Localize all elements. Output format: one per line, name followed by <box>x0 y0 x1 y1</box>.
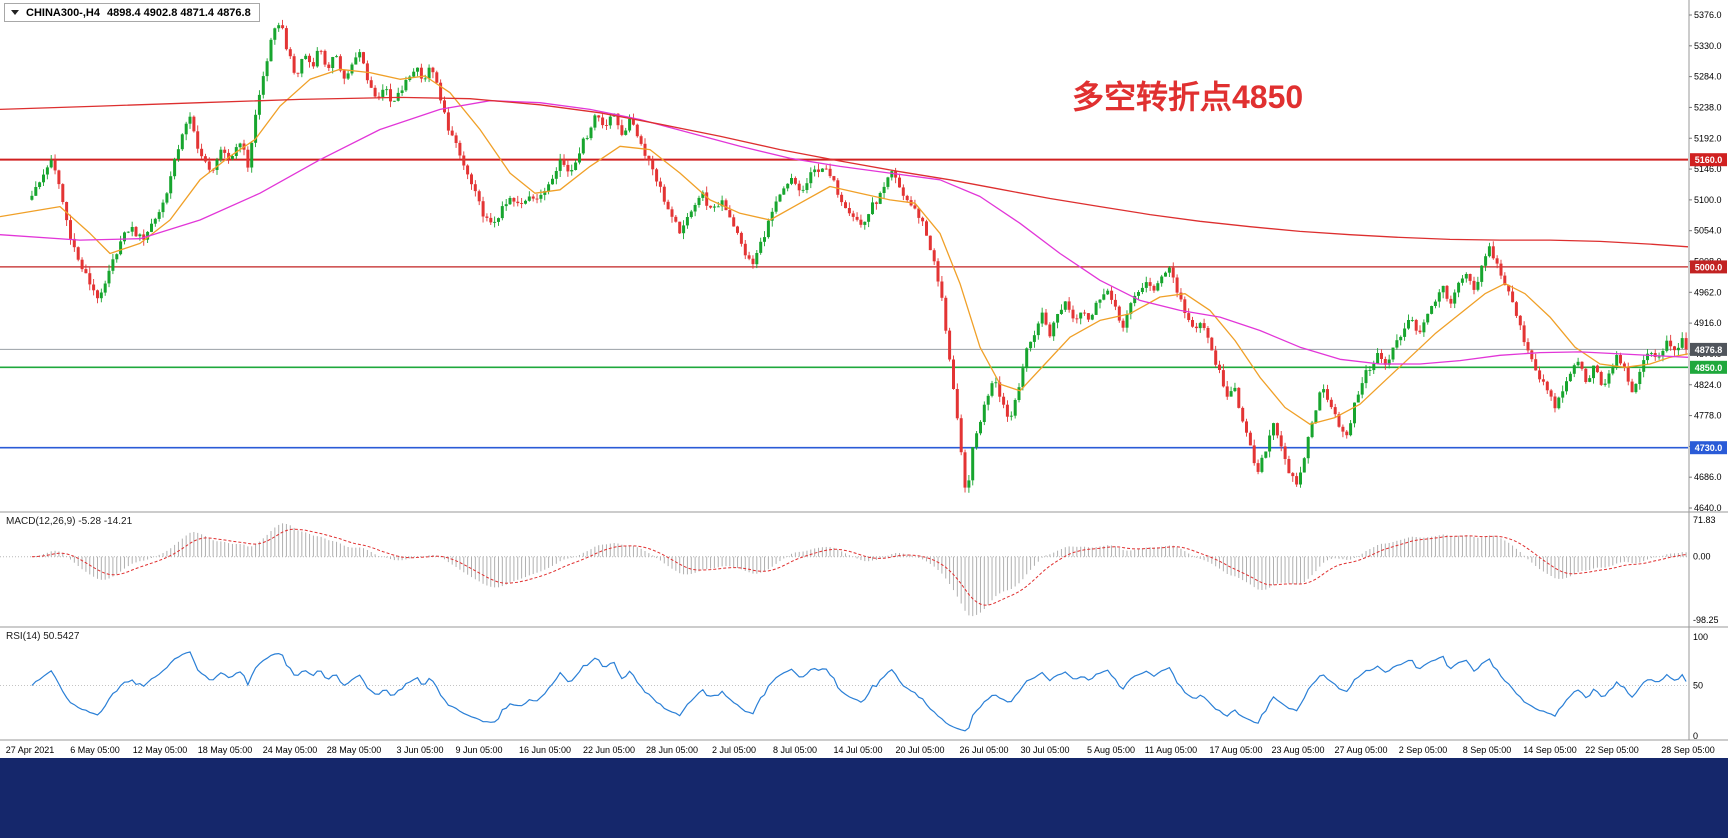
svg-text:22 Sep 05:00: 22 Sep 05:00 <box>1585 745 1639 755</box>
symbol-ohlc-values: 4898.4 4902.8 4871.4 4876.8 <box>106 6 251 19</box>
svg-text:23 Aug 05:00: 23 Aug 05:00 <box>1271 745 1324 755</box>
svg-text:11 Aug 05:00: 11 Aug 05:00 <box>1145 745 1197 755</box>
rsi-indicator-label: RSI(14) 50.5427 <box>6 631 80 642</box>
svg-text:27 Apr 2021: 27 Apr 2021 <box>6 745 55 755</box>
svg-text:5192.0: 5192.0 <box>1694 133 1722 143</box>
macd-indicator-label: MACD(12,26,9) -5.28 -14.21 <box>6 516 133 527</box>
svg-text:0.00: 0.00 <box>1693 552 1711 562</box>
svg-text:6 May 05:00: 6 May 05:00 <box>70 745 120 755</box>
svg-text:5146.0: 5146.0 <box>1694 164 1722 174</box>
svg-text:5238.0: 5238.0 <box>1694 102 1722 112</box>
svg-text:5100.0: 5100.0 <box>1694 195 1722 205</box>
svg-text:16 Jun 05:00: 16 Jun 05:00 <box>519 745 571 755</box>
svg-text:30 Jul 05:00: 30 Jul 05:00 <box>1020 745 1069 755</box>
svg-text:4778.0: 4778.0 <box>1694 411 1722 421</box>
panel-separators <box>0 0 1728 741</box>
svg-text:5376.0: 5376.0 <box>1694 10 1722 20</box>
chart-canvas[interactable]: 5376.0 5330.0 5284.0 5238.0 5192.0 5146.0 5100… <box>0 0 1728 758</box>
svg-text:50: 50 <box>1693 681 1703 691</box>
svg-text:4686.0: 4686.0 <box>1694 472 1722 482</box>
svg-text:5330.0: 5330.0 <box>1694 41 1722 51</box>
svg-text:9 Jun 05:00: 9 Jun 05:00 <box>455 745 502 755</box>
svg-text:24 May 05:00: 24 May 05:00 <box>263 745 318 755</box>
svg-text:4962.0: 4962.0 <box>1694 287 1722 297</box>
svg-text:28 May 05:00: 28 May 05:00 <box>327 745 382 755</box>
svg-text:4850.0: 4850.0 <box>1695 363 1723 373</box>
horizontal-level-lines <box>0 158 1688 449</box>
svg-text:71.83: 71.83 <box>1693 515 1716 525</box>
svg-text:14 Sep 05:00: 14 Sep 05:00 <box>1523 745 1577 755</box>
symbol-name: CHINA300-,H4 <box>26 6 100 19</box>
bottom-panel <box>0 758 1728 838</box>
rsi-panel: 100 50 0 <box>0 632 1708 741</box>
svg-text:5054.0: 5054.0 <box>1694 226 1722 236</box>
svg-text:8 Jul 05:00: 8 Jul 05:00 <box>773 745 817 755</box>
svg-text:27 Aug 05:00: 27 Aug 05:00 <box>1334 745 1387 755</box>
svg-text:3 Jun 05:00: 3 Jun 05:00 <box>396 745 443 755</box>
svg-text:4640.0: 4640.0 <box>1694 503 1722 513</box>
candlestick-series <box>30 19 1688 493</box>
svg-text:0: 0 <box>1693 731 1698 741</box>
svg-text:28 Sep 05:00: 28 Sep 05:00 <box>1661 745 1715 755</box>
svg-text:28 Jun 05:00: 28 Jun 05:00 <box>646 745 698 755</box>
svg-text:8 Sep 05:00: 8 Sep 05:00 <box>1463 745 1512 755</box>
svg-text:4916.0: 4916.0 <box>1694 318 1722 328</box>
svg-text:5000.0: 5000.0 <box>1695 262 1723 272</box>
svg-text:5284.0: 5284.0 <box>1694 72 1722 82</box>
svg-text:2 Sep 05:00: 2 Sep 05:00 <box>1399 745 1448 755</box>
symbol-dropdown[interactable]: CHINA300-,H4 4898.4 4902.8 4871.4 4876.8 <box>4 3 260 22</box>
svg-text:12 May 05:00: 12 May 05:00 <box>133 745 188 755</box>
svg-text:22 Jun 05:00: 22 Jun 05:00 <box>583 745 635 755</box>
svg-text:5 Aug 05:00: 5 Aug 05:00 <box>1087 745 1135 755</box>
svg-text:-98.25: -98.25 <box>1693 615 1719 625</box>
macd-panel: 71.83 0.00 -98.25 <box>0 515 1719 625</box>
moving-average-lines <box>0 68 1689 425</box>
svg-text:17 Aug 05:00: 17 Aug 05:00 <box>1209 745 1262 755</box>
svg-text:100: 100 <box>1693 632 1708 642</box>
svg-text:14 Jul 05:00: 14 Jul 05:00 <box>833 745 882 755</box>
svg-text:4730.0: 4730.0 <box>1695 443 1723 453</box>
price-badges: 5160.0 5000.0 4876.8 4850.0 4730.0 <box>1690 153 1727 455</box>
svg-text:5160.0: 5160.0 <box>1695 155 1723 165</box>
chart-annotation-text: 多空转折点4850 <box>1072 79 1304 115</box>
dropdown-triangle-icon <box>11 10 19 15</box>
svg-text:4876.8: 4876.8 <box>1695 345 1723 355</box>
svg-text:26 Jul 05:00: 26 Jul 05:00 <box>959 745 1008 755</box>
svg-text:4824.0: 4824.0 <box>1694 380 1722 390</box>
svg-text:18 May 05:00: 18 May 05:00 <box>198 745 253 755</box>
svg-text:20 Jul 05:00: 20 Jul 05:00 <box>895 745 944 755</box>
svg-text:2 Jul 05:00: 2 Jul 05:00 <box>712 745 756 755</box>
time-axis: 27 Apr 2021 6 May 05:00 12 May 05:00 18 May… <box>6 745 1715 755</box>
